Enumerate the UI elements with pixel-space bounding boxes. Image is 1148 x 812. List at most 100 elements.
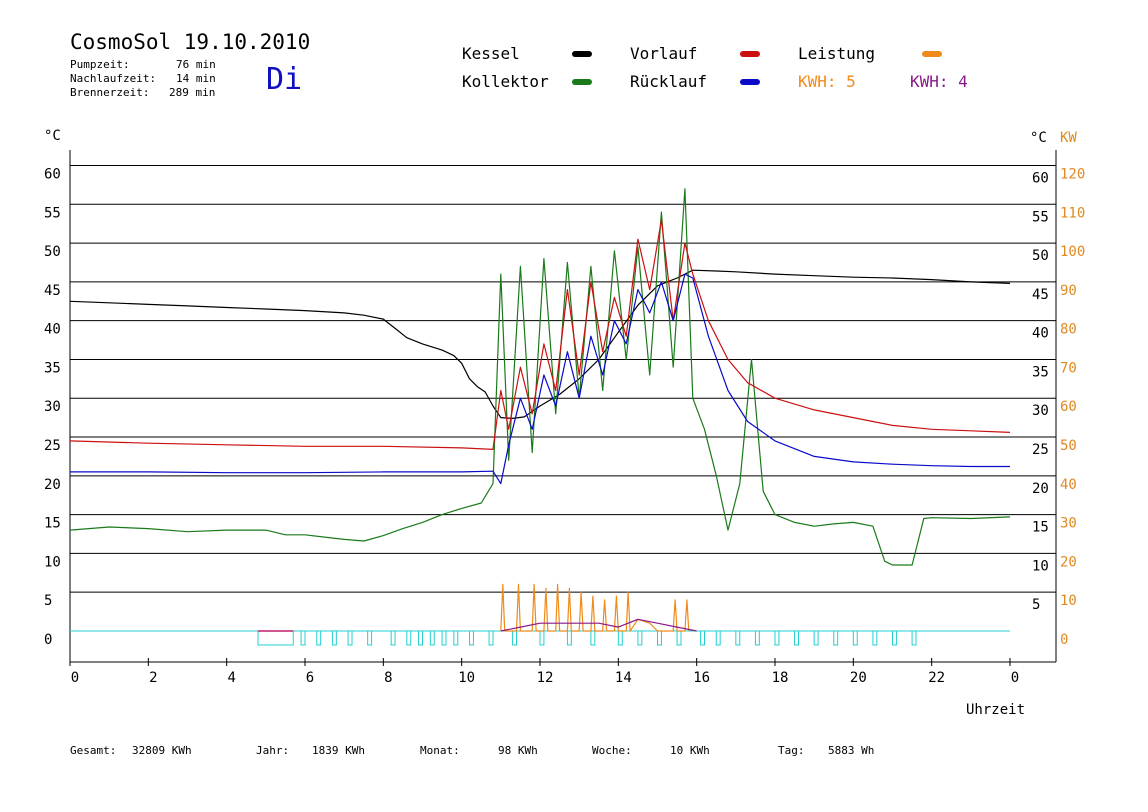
kw-tick-label: 30: [1060, 516, 1077, 532]
pump-interval: [441, 630, 447, 646]
x-tick-label: 12: [537, 670, 554, 686]
pump-time-label: Pumpzeit:: [70, 58, 130, 71]
pump-interval: [590, 630, 596, 646]
y-tick-label: 25: [44, 438, 61, 454]
pump-interval: [257, 630, 294, 646]
y-right-tick-label: 10: [1032, 558, 1049, 574]
pump-interval: [676, 630, 682, 646]
y-tick-label: 55: [44, 205, 61, 221]
pump-time-value: 76 min: [176, 58, 216, 71]
total-label: Gesamt:: [70, 744, 117, 757]
weekday-label: Di: [266, 62, 303, 97]
kw-tick-label: 90: [1060, 283, 1077, 299]
x-tick-label: 14: [615, 670, 632, 686]
x-tick-label: 8: [384, 670, 392, 686]
kw-tick-label: 100: [1060, 244, 1085, 260]
kw-axis-unit: KW: [1060, 130, 1077, 146]
week-value: 10 KWh: [670, 744, 710, 757]
kw-tick-label: 70: [1060, 360, 1077, 376]
pump-interval: [367, 630, 373, 646]
pump-interval: [347, 630, 353, 646]
pump-interval: [794, 630, 799, 646]
x-tick-label: 2: [149, 670, 157, 686]
y-right-tick-label: 60: [1032, 171, 1049, 187]
kw-tick-label: 120: [1060, 167, 1085, 183]
y-right-tick-label: 30: [1032, 403, 1049, 419]
pump-interval: [735, 630, 741, 646]
left-axis-unit: °C: [44, 128, 61, 144]
y-tick-label: 15: [44, 516, 61, 532]
legend-leistung: Leistung: [798, 44, 876, 63]
legend-kwh-1: KWH: 5: [798, 72, 856, 91]
pump-interval: [892, 630, 897, 646]
run-time-label: Nachlaufzeit:: [70, 72, 157, 85]
x-tick-label: 10: [458, 670, 475, 686]
year-label: Jahr:: [256, 744, 290, 757]
month-label: Monat:: [420, 744, 460, 757]
kw-tick-label: 80: [1060, 322, 1077, 338]
kw-tick-label: 0: [1060, 632, 1068, 648]
pump-interval: [406, 630, 412, 646]
y-right-tick-label: 5: [1032, 597, 1040, 613]
kw-tick-label: 60: [1060, 399, 1077, 415]
pump-interval: [774, 630, 780, 646]
series-ruecklauf-line: [70, 273, 1010, 485]
series-kollektor-line: [69, 188, 1011, 566]
y-tick-label: 10: [44, 554, 61, 570]
y-tick-label: 60: [44, 167, 61, 183]
series-vorlauf-line: [69, 219, 1011, 450]
y-right-tick-label: 45: [1032, 287, 1049, 303]
kw-tick-label: 40: [1060, 477, 1077, 493]
pump-interval: [469, 630, 474, 646]
legend-ruecklauf: Rücklauf: [630, 72, 708, 91]
legend-kollektor-swatch: [572, 79, 592, 85]
right-axis-unit: °C: [1030, 130, 1047, 146]
pump-interval: [833, 630, 839, 646]
pump-interval: [872, 630, 878, 646]
y-tick-label: 45: [44, 283, 61, 299]
y-tick-label: 30: [44, 399, 61, 415]
day-value: 5883 Wh: [828, 744, 875, 757]
x-tick-label: 20: [850, 670, 867, 686]
series-kwh-line: [500, 618, 697, 632]
legend-leistung-swatch: [922, 51, 942, 57]
kw-tick-label: 10: [1060, 593, 1077, 609]
legend-vorlauf-swatch: [740, 51, 760, 57]
x-tick-label: 6: [306, 670, 314, 686]
y-right-tick-label: 50: [1032, 248, 1049, 264]
legend-ruecklauf-swatch: [740, 79, 760, 85]
pump-interval: [316, 630, 322, 646]
y-tick-label: 50: [44, 244, 61, 260]
pump-interval: [911, 630, 917, 646]
pump-interval: [429, 630, 435, 646]
x-tick-label: 4: [227, 670, 235, 686]
pump-interval: [617, 630, 623, 646]
x-tick-label: 16: [693, 670, 710, 686]
y-tick-label: 5: [44, 593, 52, 609]
pump-interval: [657, 630, 662, 646]
y-tick-label: 20: [44, 477, 61, 493]
pump-interval: [300, 630, 306, 646]
y-right-tick-label: 25: [1032, 442, 1049, 458]
y-right-tick-label: 35: [1032, 364, 1049, 380]
x-tick-label: 0: [71, 670, 79, 686]
legend-kessel: Kessel: [462, 44, 520, 63]
x-tick-label: 22: [928, 670, 945, 686]
chart-title: CosmoSol 19.10.2010: [70, 30, 311, 54]
y-tick-label: 35: [44, 360, 61, 376]
legend-kessel-swatch: [572, 51, 592, 57]
y-tick-label: 0: [44, 632, 52, 648]
run-time-value: 14 min: [176, 72, 216, 85]
pump-interval: [566, 630, 572, 646]
pump-interval: [539, 630, 545, 646]
pump-interval: [813, 630, 819, 646]
x-tick-label: 18: [772, 670, 789, 686]
day-label: Tag:: [778, 744, 805, 757]
month-value: 98 KWh: [498, 744, 538, 757]
kw-tick-label: 50: [1060, 438, 1077, 454]
y-right-tick-label: 55: [1032, 209, 1049, 225]
pump-interval: [390, 630, 396, 646]
pump-interval: [418, 630, 424, 646]
legend-vorlauf: Vorlauf: [630, 44, 698, 63]
